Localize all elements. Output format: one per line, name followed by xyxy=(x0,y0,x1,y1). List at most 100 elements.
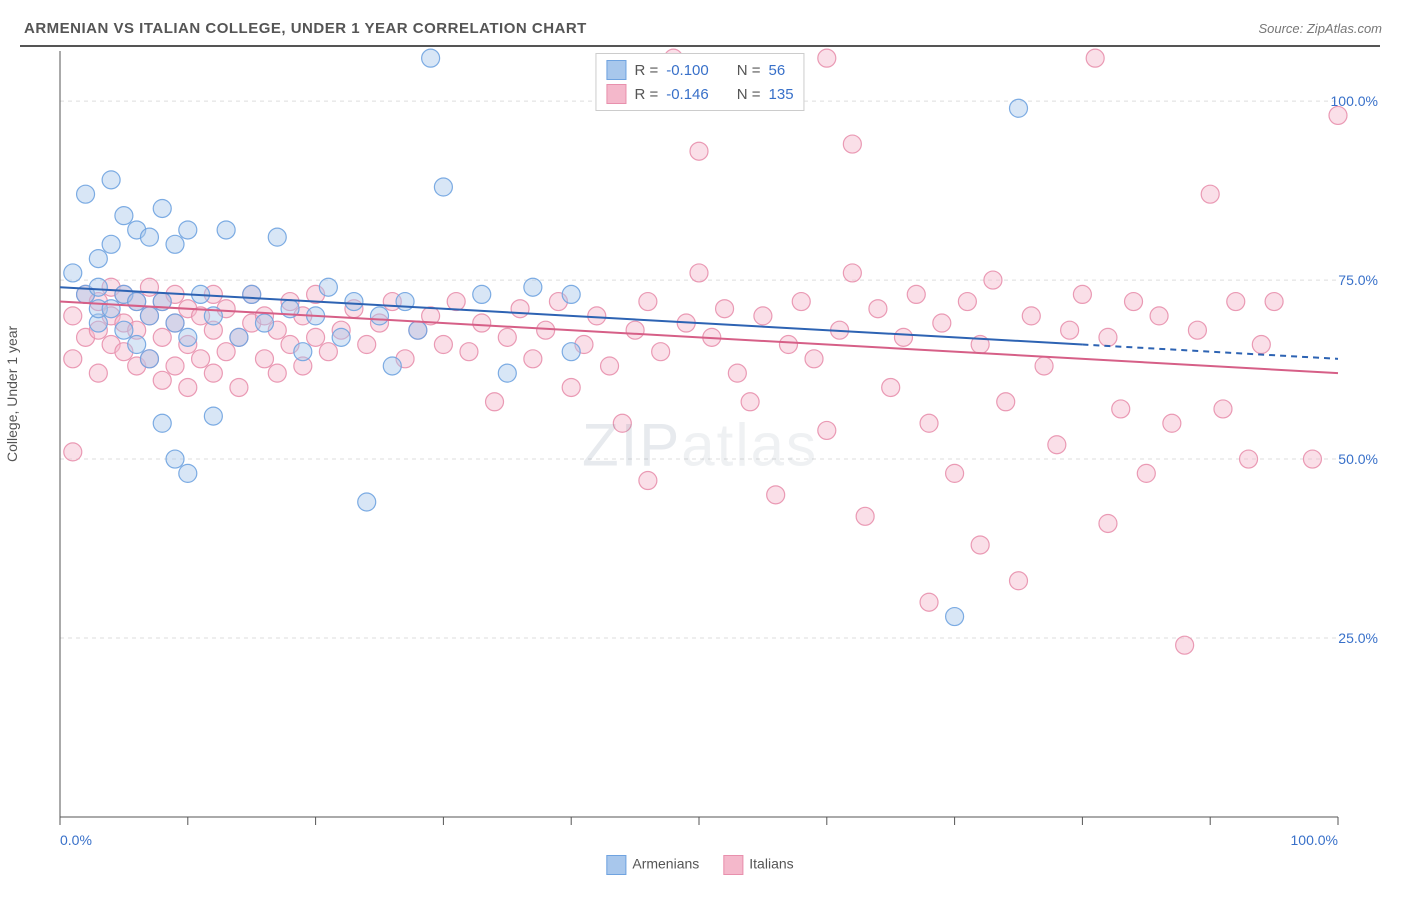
data-point xyxy=(332,328,350,346)
data-point xyxy=(741,393,759,411)
data-point xyxy=(64,443,82,461)
data-point xyxy=(358,336,376,354)
data-point xyxy=(843,135,861,153)
legend-item: Italians xyxy=(723,855,793,875)
data-point xyxy=(767,486,785,504)
data-point xyxy=(984,271,1002,289)
legend-swatch xyxy=(606,60,626,80)
data-point xyxy=(319,343,337,361)
data-point xyxy=(1214,400,1232,418)
data-point xyxy=(601,357,619,375)
data-point xyxy=(319,278,337,296)
data-point xyxy=(779,336,797,354)
data-point xyxy=(1035,357,1053,375)
data-point xyxy=(639,293,657,311)
data-point xyxy=(89,364,107,382)
data-point xyxy=(1252,336,1270,354)
legend-r-value: -0.146 xyxy=(666,86,709,103)
legend-row: R = -0.100N = 56 xyxy=(606,58,793,82)
svg-text:0.0%: 0.0% xyxy=(60,832,92,848)
data-point xyxy=(626,321,644,339)
data-point xyxy=(77,185,95,203)
data-point xyxy=(498,328,516,346)
data-point xyxy=(1188,321,1206,339)
legend-n-value: 56 xyxy=(769,62,786,79)
data-point xyxy=(102,171,120,189)
data-point xyxy=(856,507,874,525)
data-point xyxy=(102,235,120,253)
data-point xyxy=(1176,636,1194,654)
data-point xyxy=(639,472,657,490)
data-point xyxy=(1010,99,1028,117)
data-point xyxy=(140,350,158,368)
data-point xyxy=(716,300,734,318)
data-point xyxy=(255,314,273,332)
data-point xyxy=(179,378,197,396)
series-legend: Armenians Italians xyxy=(606,855,793,875)
data-point xyxy=(971,536,989,554)
data-point xyxy=(486,393,504,411)
data-point xyxy=(128,293,146,311)
data-point xyxy=(230,328,248,346)
data-point xyxy=(294,343,312,361)
data-point xyxy=(307,328,325,346)
data-point xyxy=(434,336,452,354)
data-point xyxy=(217,221,235,239)
legend-n-label: N = xyxy=(737,86,761,103)
legend-n-label: N = xyxy=(737,62,761,79)
legend-label: Armenians xyxy=(632,856,699,872)
data-point xyxy=(128,336,146,354)
data-point xyxy=(1061,321,1079,339)
data-point xyxy=(1099,514,1117,532)
legend-item: Armenians xyxy=(606,855,699,875)
scatter-plot: 25.0%50.0%75.0%100.0%0.0%100.0% xyxy=(20,47,1380,877)
data-point xyxy=(358,493,376,511)
data-point xyxy=(997,393,1015,411)
data-point xyxy=(1265,293,1283,311)
data-point xyxy=(153,371,171,389)
data-point xyxy=(818,49,836,67)
data-point xyxy=(422,49,440,67)
data-point xyxy=(562,378,580,396)
data-point xyxy=(217,343,235,361)
data-point xyxy=(409,321,427,339)
data-point xyxy=(268,228,286,246)
data-point xyxy=(434,178,452,196)
data-point xyxy=(64,264,82,282)
data-point xyxy=(588,307,606,325)
data-point xyxy=(115,207,133,225)
data-point xyxy=(166,357,184,375)
data-point xyxy=(511,300,529,318)
svg-text:50.0%: 50.0% xyxy=(1338,451,1378,467)
data-point xyxy=(383,357,401,375)
data-point xyxy=(140,228,158,246)
data-point xyxy=(1048,436,1066,454)
data-point xyxy=(64,350,82,368)
legend-label: Italians xyxy=(749,856,793,872)
data-point xyxy=(153,199,171,217)
svg-text:25.0%: 25.0% xyxy=(1338,630,1378,646)
data-point xyxy=(204,407,222,425)
data-point xyxy=(268,364,286,382)
legend-n-value: 135 xyxy=(769,86,794,103)
data-point xyxy=(894,328,912,346)
data-point xyxy=(473,285,491,303)
chart-title: ARMENIAN VS ITALIAN COLLEGE, UNDER 1 YEA… xyxy=(24,20,587,37)
data-point xyxy=(933,314,951,332)
data-point xyxy=(89,278,107,296)
data-point xyxy=(140,307,158,325)
data-point xyxy=(371,307,389,325)
data-point xyxy=(1163,414,1181,432)
trend-line xyxy=(60,302,1338,374)
data-point xyxy=(1303,450,1321,468)
legend-r-label: R = xyxy=(634,62,658,79)
data-point xyxy=(192,350,210,368)
data-point xyxy=(102,300,120,318)
data-point xyxy=(1099,328,1117,346)
data-point xyxy=(345,293,363,311)
data-point xyxy=(958,293,976,311)
data-point xyxy=(920,414,938,432)
data-point xyxy=(179,221,197,239)
data-point xyxy=(946,608,964,626)
data-point xyxy=(869,300,887,318)
